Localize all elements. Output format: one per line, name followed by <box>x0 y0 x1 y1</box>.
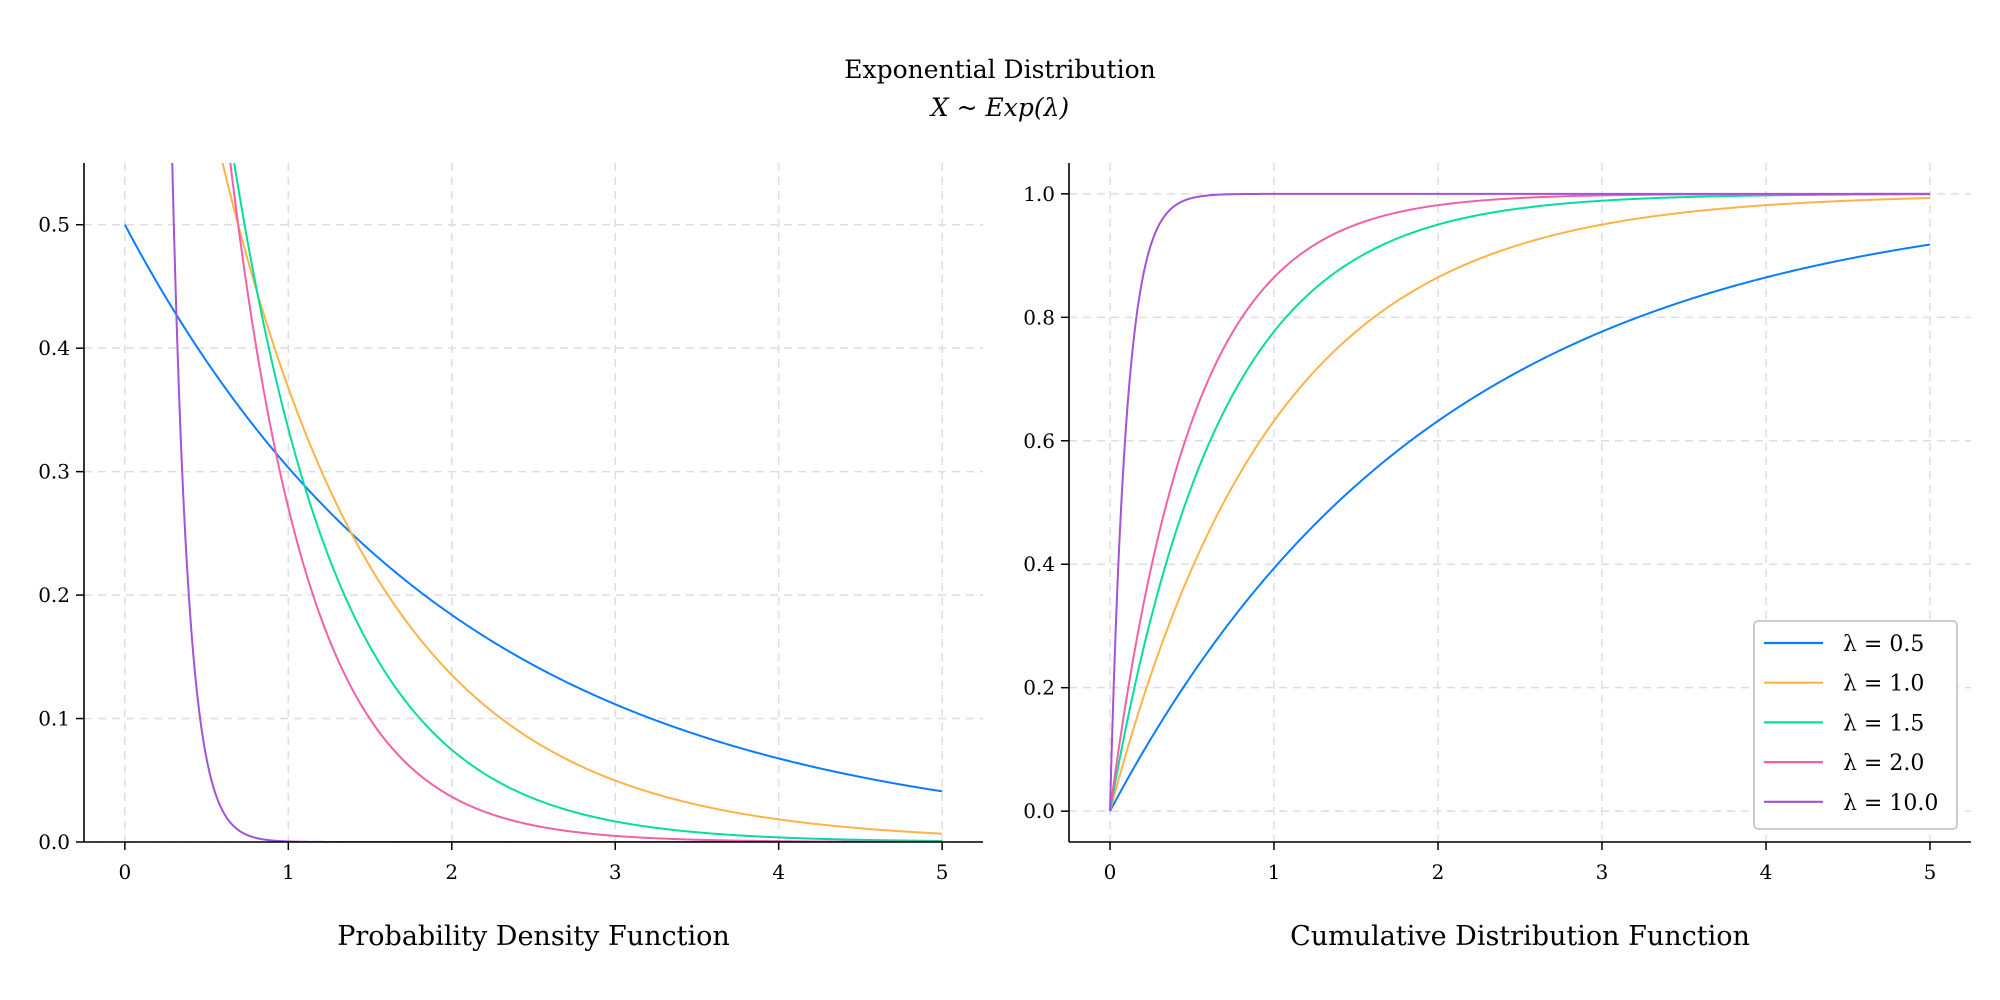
legend-frame <box>1753 620 1958 830</box>
y-tick-label: 0.6 <box>1023 429 1055 453</box>
legend-label: λ = 0.5 <box>1843 632 1924 657</box>
y-tick-label: 0.3 <box>38 460 70 484</box>
y-tick-label: 0.0 <box>1023 799 1055 823</box>
x-axis-label: Cumulative Distribution Function <box>1290 921 1750 952</box>
subplot-pdf: 0 1 2 3 4 5 0.0 0.1 0.2 0.3 0.4 0.5 Probability Dens… <box>38 163 983 952</box>
legend-label: λ = 1.0 <box>1843 672 1924 697</box>
legend: λ = 0.5 λ = 1.0 λ = 1.5 λ = 2.0 λ = 10.0 <box>1753 620 1958 830</box>
x-tick-label: 4 <box>772 860 785 884</box>
series-line-lambda-1 <box>1109 197 1931 812</box>
y-tick-label: 0.2 <box>38 583 70 607</box>
x-tick-label: 0 <box>1104 860 1117 884</box>
x-tick-label: 5 <box>936 860 949 884</box>
y-tick-label: 1.0 <box>1023 182 1055 206</box>
y-tick-label: 0.5 <box>38 213 70 237</box>
series-line-lambda-10 <box>1109 192 1930 812</box>
y-tick-label: 0.4 <box>1023 552 1055 576</box>
series-line-lambda-1 <box>221 163 943 835</box>
x-tick-label: 4 <box>1760 860 1773 884</box>
legend-label: λ = 1.5 <box>1843 711 1924 736</box>
x-tick-label: 0 <box>118 860 131 884</box>
series-line-lambda-10 <box>171 163 943 842</box>
x-tick-label: 3 <box>1596 860 1609 884</box>
y-tick-label: 0.2 <box>1023 676 1055 700</box>
y-tick-label: 0.4 <box>38 336 70 360</box>
series-line-lambda-0.5 <box>1109 243 1931 812</box>
x-tick-label: 2 <box>445 860 458 884</box>
series-line-lambda-0.5 <box>123 224 943 793</box>
series-line-lambda-1.5 <box>1109 193 1930 812</box>
x-tick-label: 1 <box>282 860 295 884</box>
x-axis-label: Probability Density Function <box>337 921 730 952</box>
series-line-lambda-1.5 <box>233 163 943 842</box>
x-tick-label: 5 <box>1924 860 1937 884</box>
legend-label: λ = 2.0 <box>1843 751 1924 776</box>
figure-title: Exponential Distribution <box>844 55 1155 84</box>
figure-subtitle: X ~ Exp(λ) <box>929 93 1069 122</box>
y-tick-label: 0.0 <box>38 830 70 854</box>
subplot-cdf: 0 1 2 3 4 5 0.0 0.2 0.4 0.6 0.8 1.0 Cumulative Distr… <box>1023 163 1971 952</box>
y-tick-label: 0.1 <box>38 707 70 731</box>
x-tick-label: 1 <box>1268 860 1281 884</box>
y-tick-label: 0.8 <box>1023 305 1055 329</box>
legend-label: λ = 10.0 <box>1843 791 1938 816</box>
x-tick-label: 2 <box>1432 860 1445 884</box>
x-tick-label: 3 <box>609 860 622 884</box>
series-line-lambda-2 <box>229 163 943 842</box>
